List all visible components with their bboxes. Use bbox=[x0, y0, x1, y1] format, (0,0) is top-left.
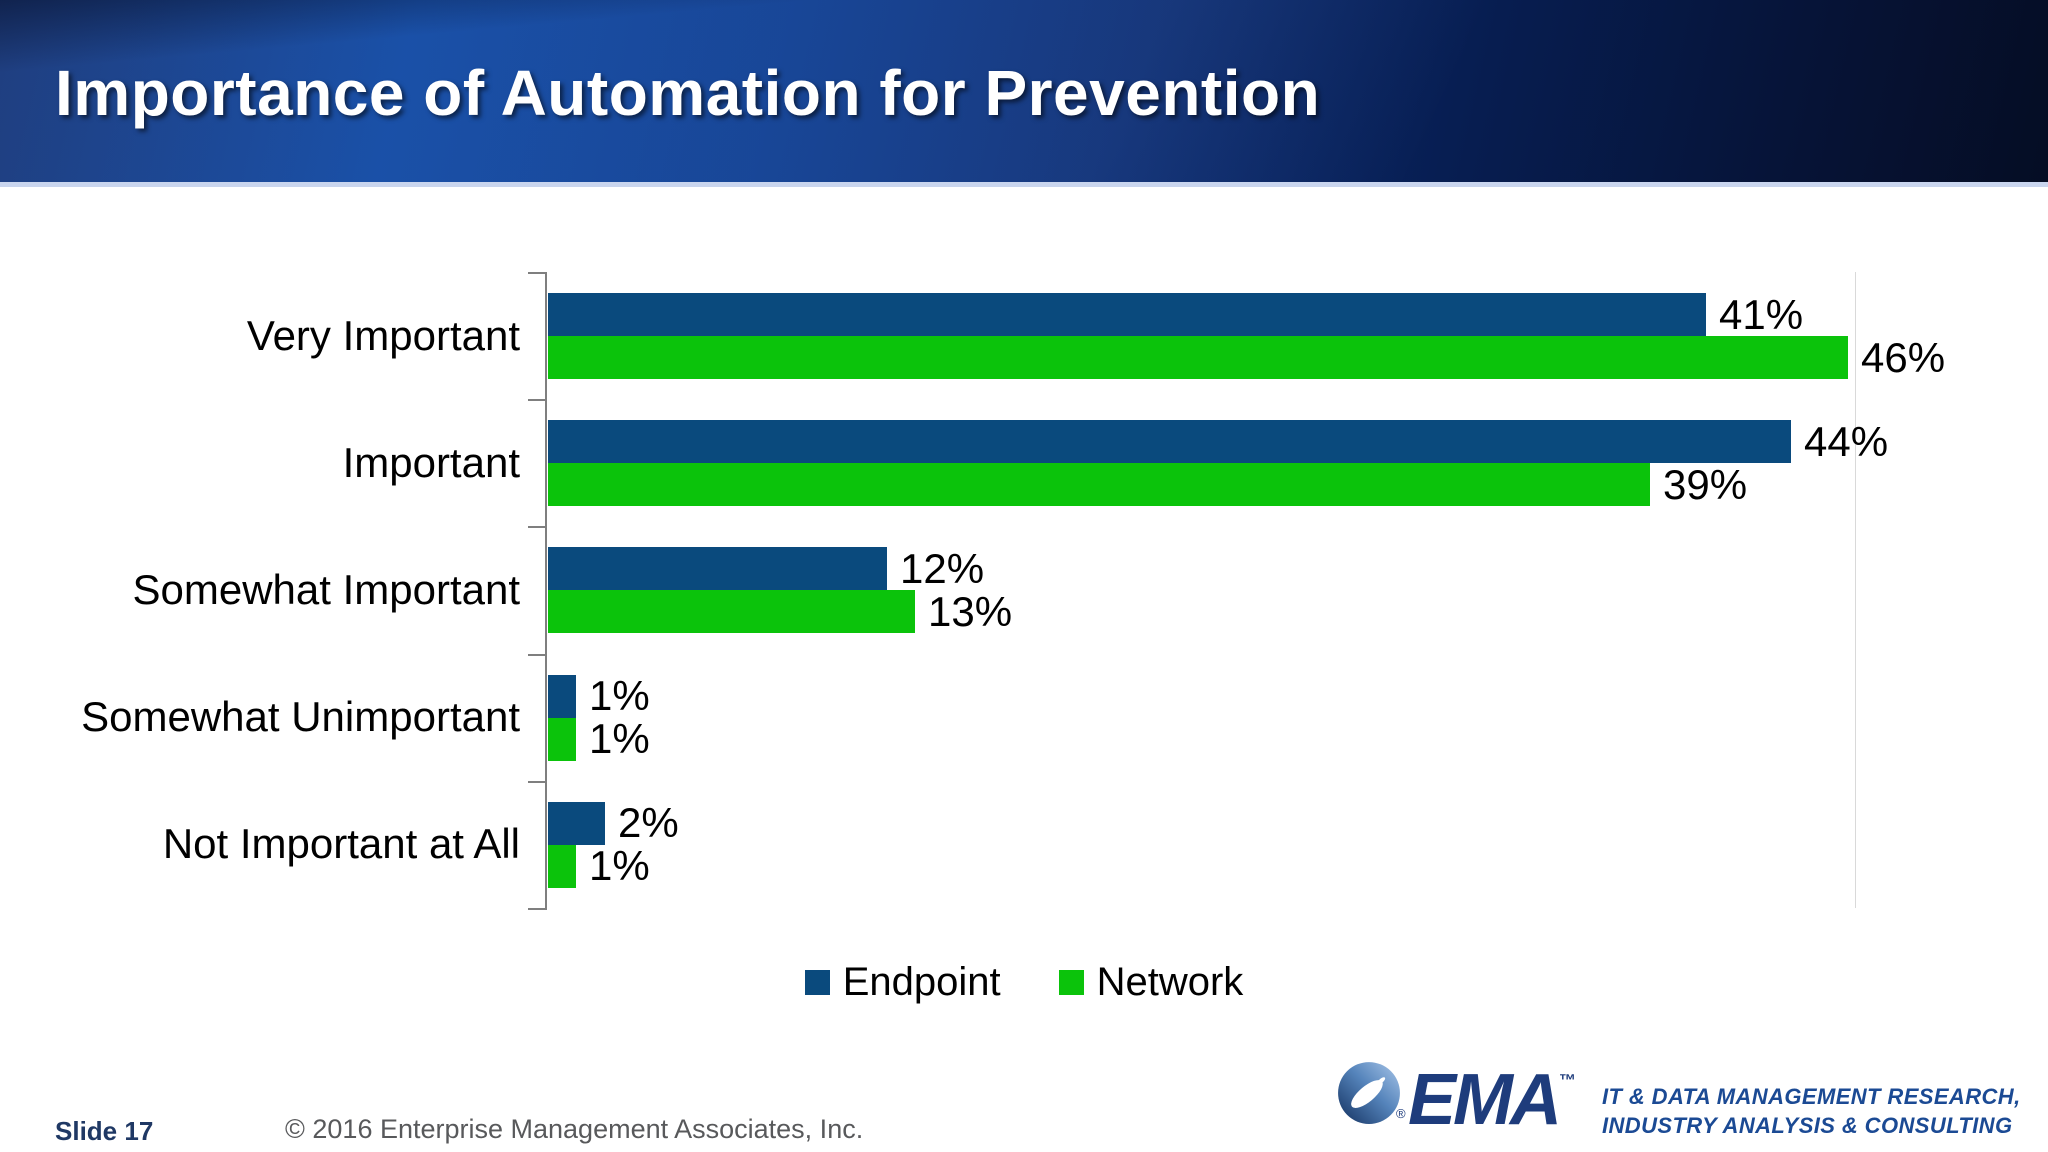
value-axis-line bbox=[545, 272, 547, 910]
tagline-line-1: IT & DATA MANAGEMENT RESEARCH, bbox=[1602, 1084, 2021, 1109]
trademark-mark: ™ bbox=[1559, 1071, 1576, 1090]
axis-tick bbox=[528, 653, 545, 656]
data-label: 46% bbox=[1861, 333, 1946, 381]
category-label: Important bbox=[342, 438, 520, 486]
bar-endpoint bbox=[548, 293, 1706, 336]
ema-logo: ® EMA™ IT & DATA MANAGEMENT RESEARCH, IN… bbox=[1336, 1058, 2048, 1152]
data-label: 41% bbox=[1719, 290, 1804, 338]
slide-number: Slide 17 bbox=[55, 1116, 154, 1146]
copyright-text: © 2016 Enterprise Management Associates,… bbox=[285, 1114, 864, 1144]
bar-endpoint bbox=[548, 547, 887, 591]
bar-network bbox=[548, 336, 1848, 379]
ema-wordmark: EMA™ bbox=[1408, 1064, 1576, 1136]
bar-endpoint bbox=[548, 420, 1791, 464]
plot-area-right-border bbox=[1855, 272, 1856, 908]
data-label: 1% bbox=[589, 672, 650, 720]
bar-endpoint bbox=[548, 801, 605, 845]
category-label: Somewhat Important bbox=[132, 565, 520, 613]
registered-mark: ® bbox=[1396, 1106, 1406, 1121]
bar-network bbox=[548, 590, 915, 634]
axis-tick bbox=[528, 780, 545, 783]
chart-legend: Endpoint Network bbox=[0, 956, 2048, 1008]
data-label: 13% bbox=[928, 587, 1013, 635]
data-label: 2% bbox=[618, 799, 679, 847]
ema-globe-icon bbox=[1338, 1062, 1400, 1124]
legend-item-network: Network bbox=[1058, 960, 1244, 1004]
legend-marker-network bbox=[1058, 969, 1084, 995]
legend-item-endpoint: Endpoint bbox=[804, 960, 1001, 1004]
category-label: Not Important at All bbox=[162, 820, 520, 868]
bar-network bbox=[548, 717, 576, 761]
axis-tick bbox=[528, 399, 545, 402]
data-label: 1% bbox=[589, 842, 650, 890]
data-label: 39% bbox=[1663, 460, 1748, 508]
axis-tick bbox=[528, 908, 545, 910]
bar-network bbox=[548, 463, 1650, 507]
bar-network bbox=[548, 844, 576, 888]
legend-label: Endpoint bbox=[842, 960, 1001, 1004]
data-label: 1% bbox=[589, 715, 650, 763]
legend-label: Network bbox=[1096, 960, 1244, 1004]
axis-tick bbox=[528, 272, 545, 274]
axis-tick bbox=[528, 526, 545, 529]
bar-endpoint bbox=[548, 674, 576, 718]
title-banner: Importance of Automation for Prevention bbox=[0, 0, 2048, 187]
slide-title: Importance of Automation for Prevention bbox=[55, 57, 1321, 129]
category-label: Somewhat Unimportant bbox=[81, 693, 520, 741]
legend-marker-endpoint bbox=[804, 969, 830, 995]
data-label: 12% bbox=[900, 544, 985, 592]
ema-brand-text: EMA bbox=[1408, 1060, 1562, 1140]
category-label: Very Important bbox=[246, 311, 520, 359]
ema-tagline: IT & DATA MANAGEMENT RESEARCH, INDUSTRY … bbox=[1602, 1082, 2021, 1140]
data-label: 44% bbox=[1804, 417, 1889, 465]
tagline-line-2: INDUSTRY ANALYSIS & CONSULTING bbox=[1602, 1113, 2013, 1138]
